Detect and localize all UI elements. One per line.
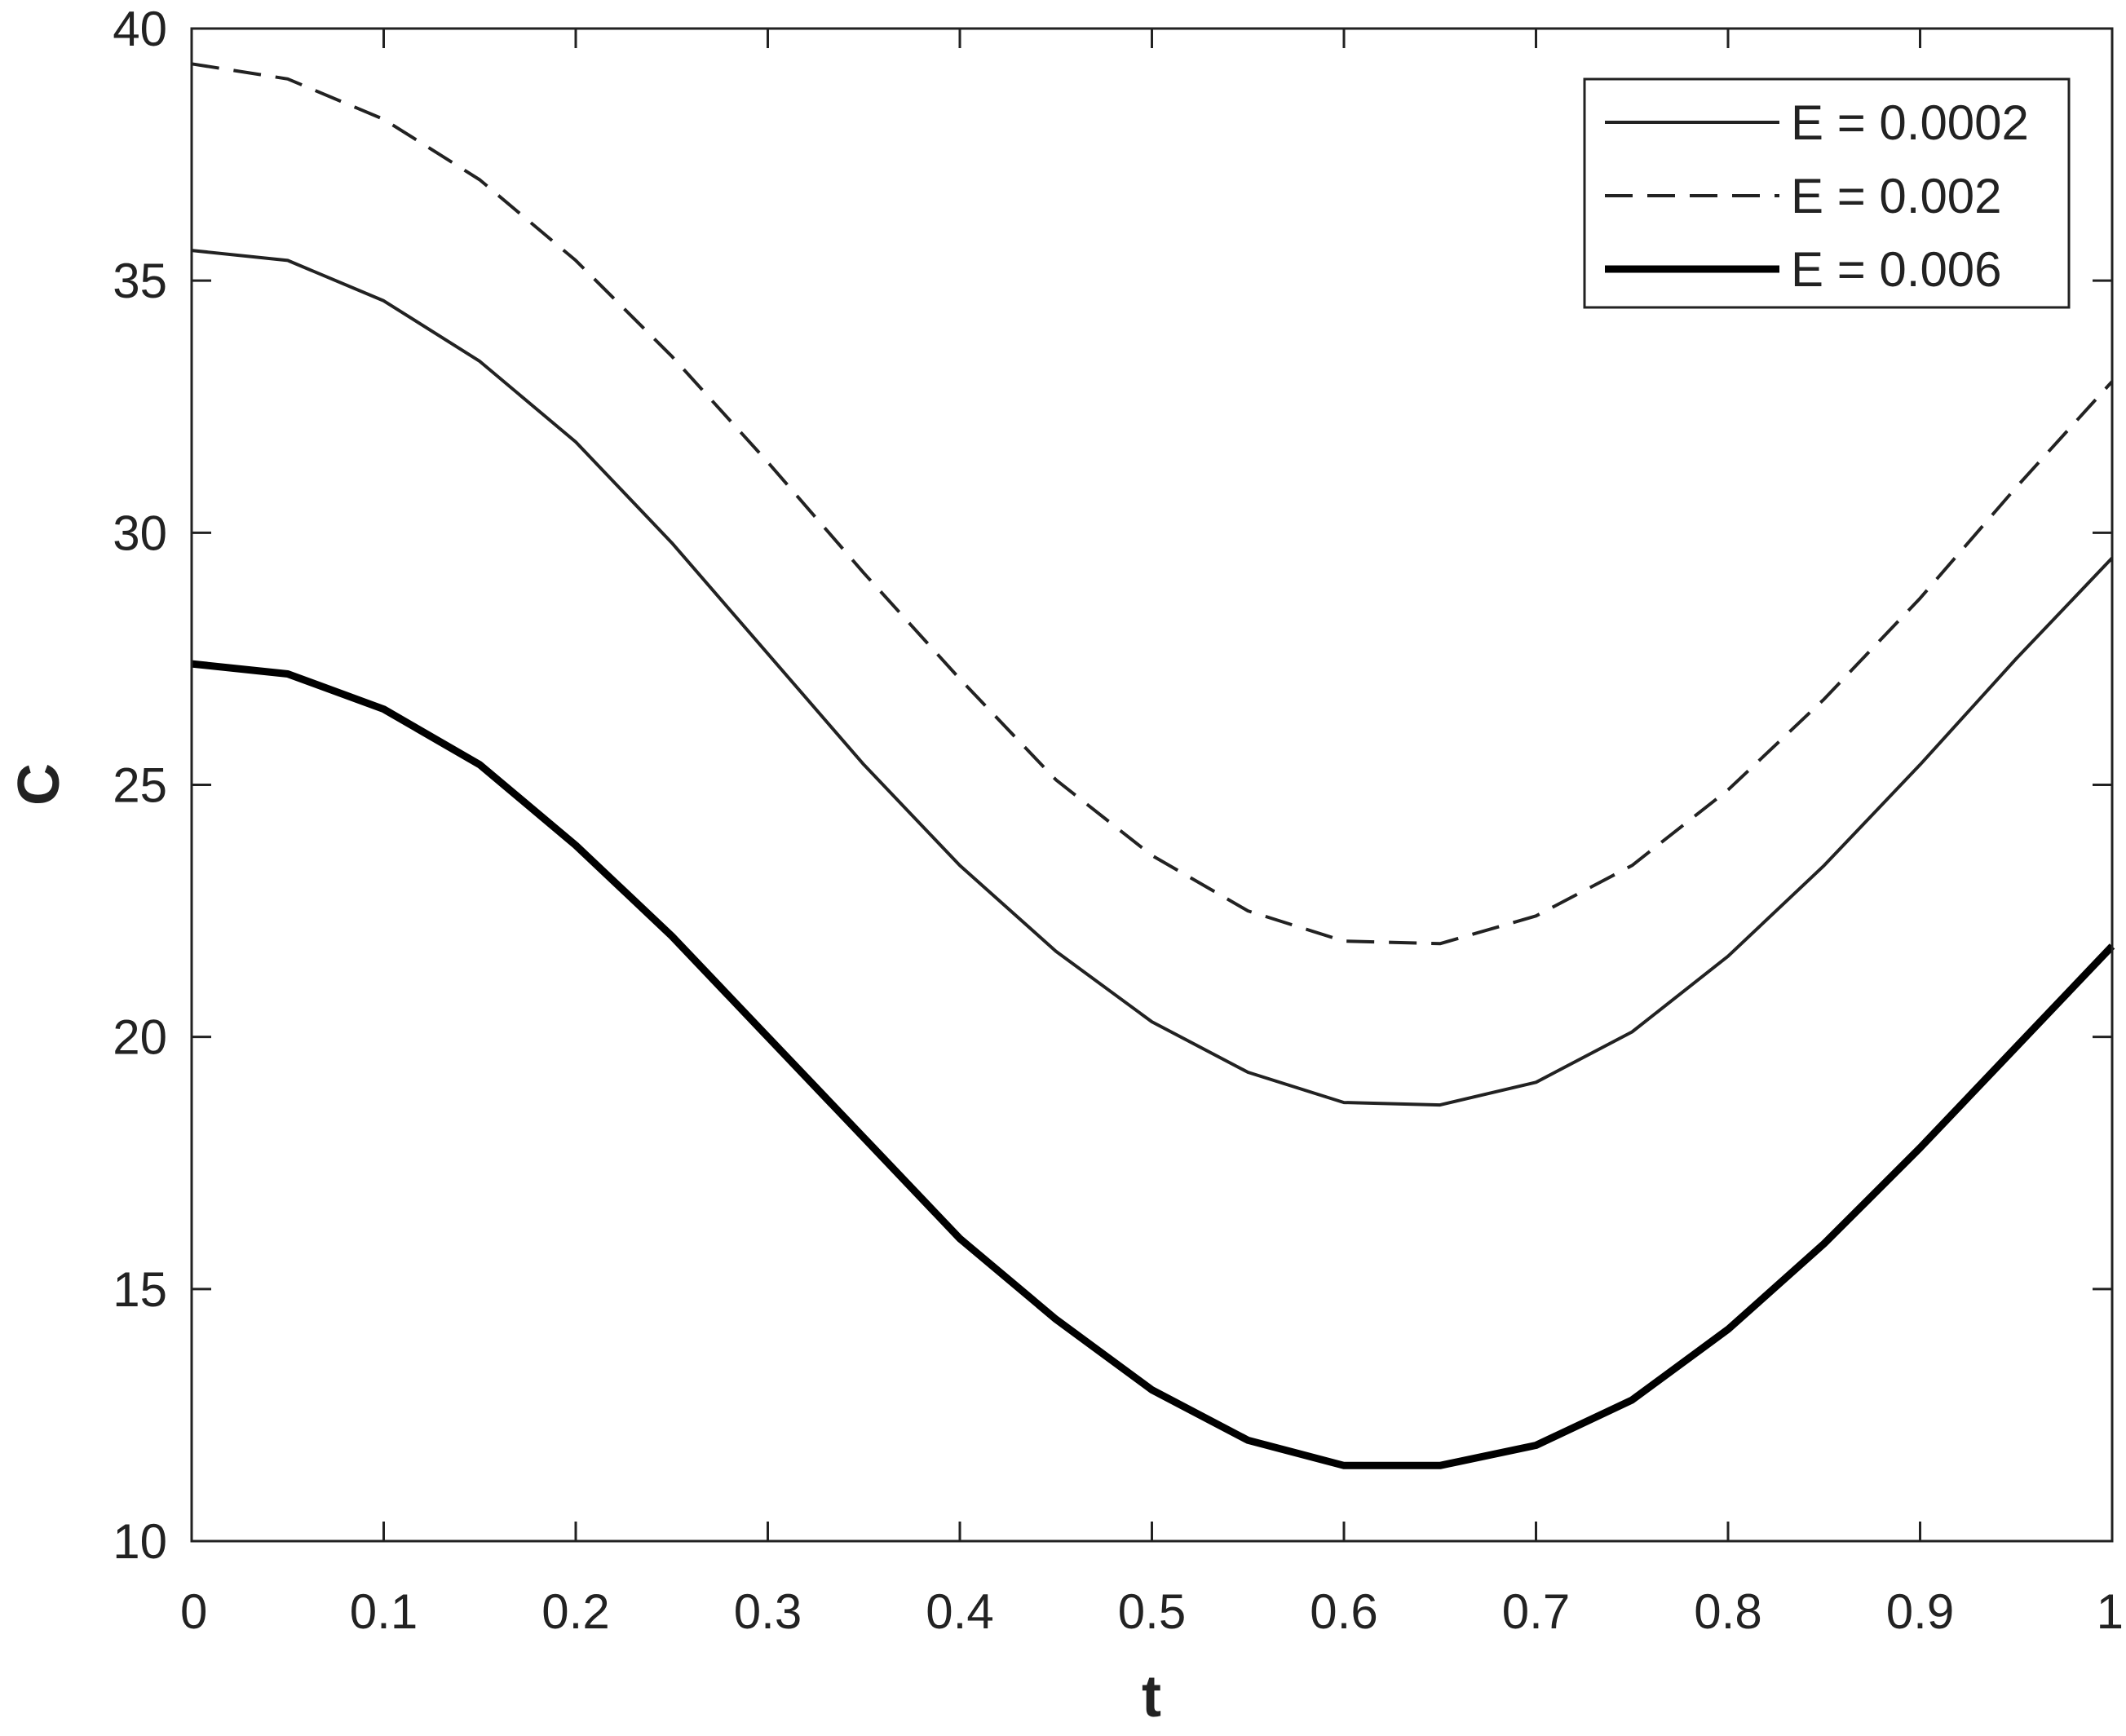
legend-label-3: E = 0.006 [1791, 242, 2002, 297]
y-tick-label: 25 [113, 758, 167, 813]
x-tick-label: 0.5 [1118, 1584, 1186, 1639]
x-tick-label: 0 [180, 1584, 207, 1639]
y-tick-label: 20 [113, 1010, 167, 1065]
tick-layer: 0 0.1 0.2 0.3 0.4 0.5 0.6 0.7 0.8 0.9 1 10 15 20 25 30 3… [113, 2, 2124, 1639]
x-tick-label: 0.9 [1886, 1584, 1954, 1639]
x-tick-label: 0.6 [1310, 1584, 1377, 1639]
y-tick-label: 30 [113, 506, 167, 560]
series-line-3 [191, 660, 2115, 1469]
legend-label-2: E = 0.002 [1791, 169, 2002, 223]
legend: E = 0.0002 E = 0.002 E = 0.006 [1583, 77, 2071, 309]
x-tick-label: 0.1 [350, 1584, 418, 1639]
x-tick-label: 0.8 [1694, 1584, 1761, 1639]
x-tick-label: 0.4 [926, 1584, 993, 1639]
series-line-1 [191, 249, 2114, 1107]
x-tick-label: 0.7 [1502, 1584, 1570, 1639]
x-tick-label: 0.2 [541, 1584, 609, 1639]
y-axis-title: C [7, 763, 72, 806]
y-tick-label: 15 [113, 1262, 167, 1317]
y-tick-label: 40 [113, 2, 167, 56]
x-axis-title: t [1142, 1664, 1161, 1729]
series-layer [191, 62, 2115, 1469]
series-line-2 [191, 62, 2114, 946]
legend-label-1: E = 0.0002 [1791, 95, 2029, 150]
y-tick-label: 35 [113, 254, 167, 308]
x-tick-label: 1 [2097, 1584, 2124, 1639]
x-tick-label: 0.3 [734, 1584, 802, 1639]
y-tick-label: 10 [113, 1514, 167, 1569]
